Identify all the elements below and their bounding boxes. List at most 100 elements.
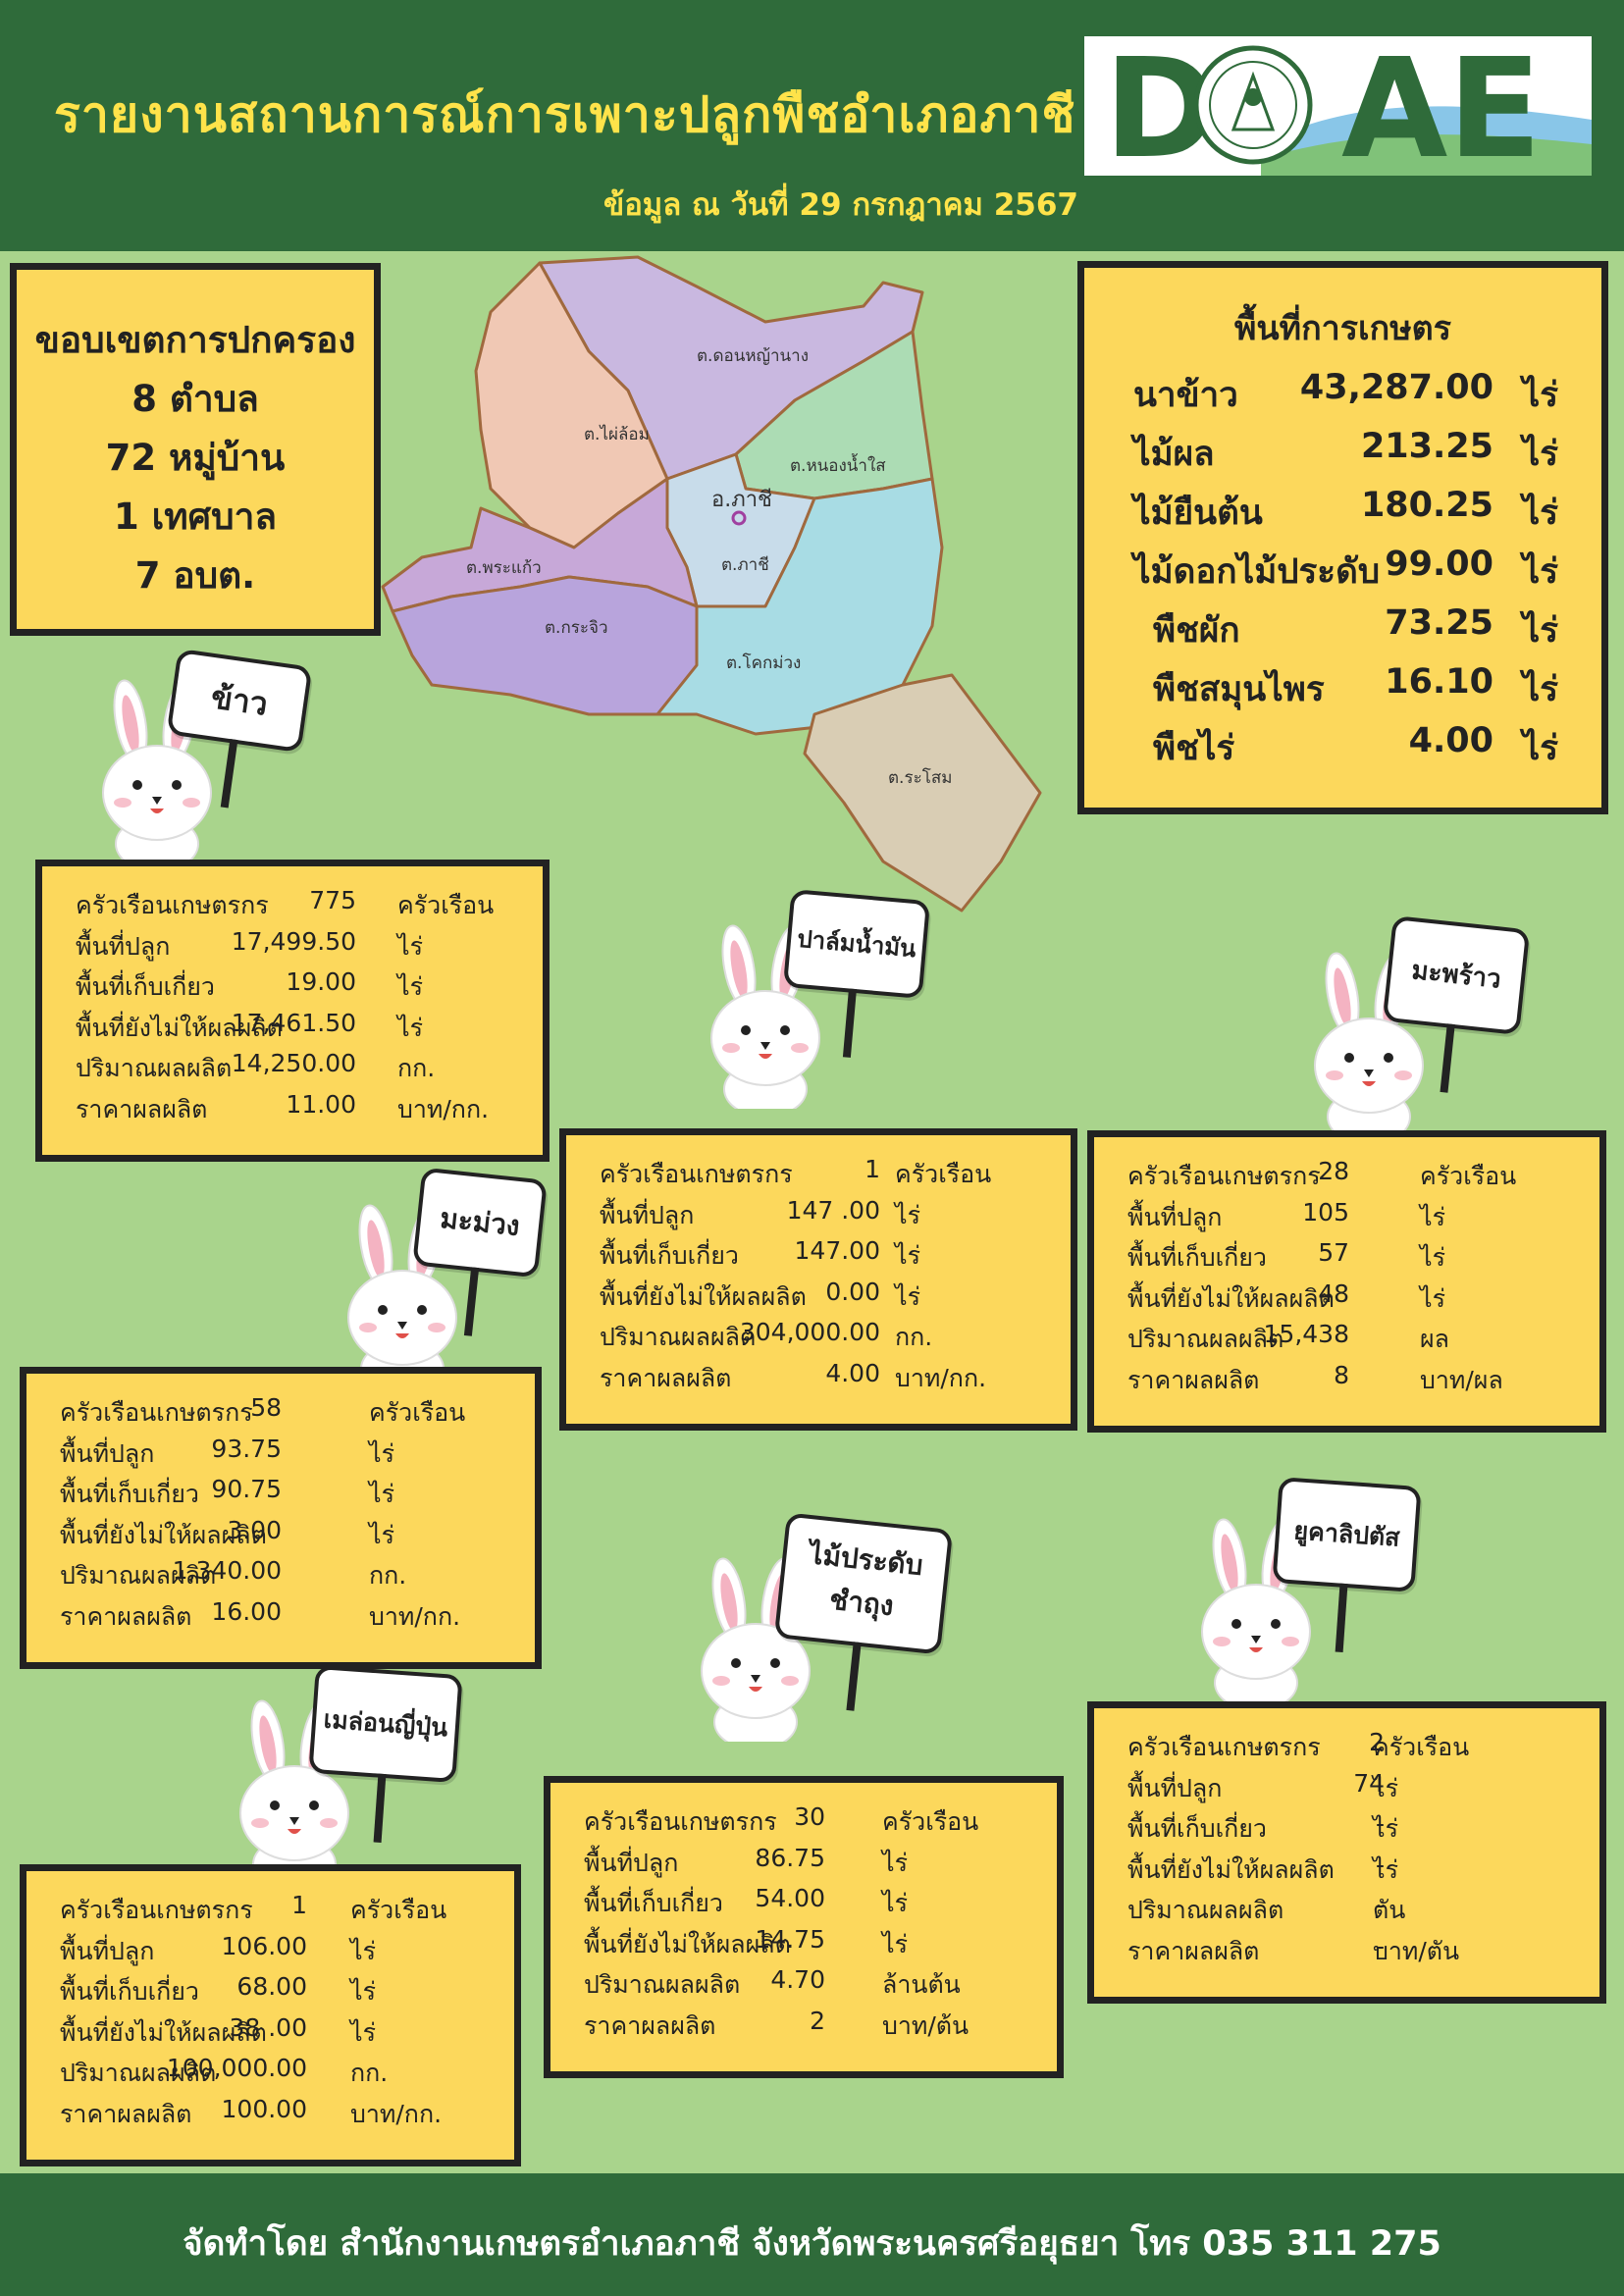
- stat-row: ราคาผลผลิต 11.00 บาท/กก.: [42, 1084, 543, 1125]
- stat-unit: ครัวเรือน: [397, 891, 495, 919]
- stat-row: พื้นที่เก็บเกี่ยว 90.75 ไร่: [26, 1469, 535, 1510]
- stat-value: 28: [1318, 1157, 1349, 1185]
- stat-row: พื้นที่เก็บเกี่ยว 54.00 ไร่: [550, 1878, 1057, 1919]
- map-label-phachi: ต.ภาชี: [721, 555, 769, 575]
- stat-unit: ไร่: [882, 1889, 909, 1917]
- stat-label: พื้นที่เก็บเกี่ยว: [76, 972, 215, 1001]
- stat-label: ปริมาณผลผลิต: [76, 1054, 233, 1082]
- map-label-rasom: ต.ระโสม: [888, 767, 952, 788]
- admin-heading: ขอบเขตการปกครอง: [34, 319, 356, 361]
- sign-eucalyptus-label: ยูคาลิปตัส: [1292, 1516, 1401, 1552]
- stat-unit: ไร่: [1420, 1243, 1446, 1272]
- agri-area-row: พืชผัก 73.25 ไร่: [1084, 594, 1601, 652]
- stat-row: ครัวเรือนเกษตรกร 1 ครัวเรือน: [566, 1149, 1071, 1190]
- stat-label: พื้นที่ยังไม่ให้ผลผลิต: [60, 1520, 267, 1549]
- stats-mango: ครัวเรือนเกษตรกร 58 ครัวเรือน พื้นที่ปลูก 93…: [20, 1367, 542, 1669]
- stat-label: ราคาผลผลิต: [76, 1094, 208, 1123]
- stat-row: ราคาผลผลิต 4.00 บาท/กก.: [566, 1353, 1071, 1394]
- stat-label: ราคาผลผลิต: [600, 1363, 732, 1392]
- stat-unit: ตัน: [1373, 1896, 1406, 1924]
- sign-post: [842, 988, 857, 1058]
- stat-value: 68.00: [236, 1972, 307, 2001]
- stat-label: พื้นที่ยังไม่ให้ผลผลิต: [1127, 1854, 1335, 1884]
- stat-unit: ไร่: [369, 1438, 395, 1468]
- sign-coconut: มะพร้าว: [1382, 914, 1531, 1093]
- agri-area-row: ไม้ผล 213.25 ไร่: [1084, 417, 1601, 476]
- stat-row: ปริมาณผลผลิต 100,000.00 กก.: [26, 2048, 514, 2089]
- stat-row: ปริมาณผลผลิต 14,250.00 กก.: [42, 1043, 543, 1084]
- stat-row: พื้นที่ปลูก 93.75 ไร่: [26, 1429, 535, 1470]
- stat-unit: บาท/กก.: [369, 1601, 461, 1631]
- stat-value: 1: [864, 1155, 880, 1183]
- stat-row: พื้นที่ปลูก 17,499.50 ไร่: [42, 921, 543, 963]
- stat-row: ปริมาณผลผลิต 4.70 ล้านต้น: [550, 1959, 1057, 2001]
- stat-unit: ไร่: [1373, 1854, 1399, 1884]
- stat-label: ปริมาณผลผลิต: [1127, 1896, 1284, 1924]
- stat-row: พื้นที่ปลูก 105 ไร่: [1094, 1192, 1599, 1233]
- stat-unit: กก.: [369, 1561, 407, 1590]
- doae-logo: D AE: [1080, 29, 1596, 189]
- area-crop-name: พืชสมุนไพร: [1153, 670, 1325, 709]
- map-label-phailom: ต.ไผ่ล้อม: [584, 424, 650, 444]
- admin-subdistricts: 8 ตำบล: [131, 378, 259, 420]
- stat-label: พื้นที่ปลูก: [1127, 1202, 1223, 1231]
- stat-label: ราคาผลผลิต: [60, 2099, 192, 2128]
- area-crop-name: ไม้ยืนต้น: [1133, 494, 1263, 533]
- stat-label: พื้นที่เก็บเกี่ยว: [60, 1480, 199, 1508]
- admin-tao: 7 อบต.: [134, 554, 256, 597]
- stat-row: พื้นที่ปลูก 74 ไร่: [1094, 1763, 1599, 1804]
- stat-unit: บาท/ผล: [1420, 1365, 1503, 1394]
- stat-unit: บาท/กก.: [895, 1363, 987, 1392]
- stat-value: 100.00: [221, 2094, 307, 2123]
- stat-unit: กก.: [895, 1323, 933, 1351]
- sign-rice-label: ข้าว: [208, 678, 271, 723]
- stat-value: 2: [810, 2006, 825, 2035]
- bunny-ornamental: [692, 1555, 819, 1750]
- stat-label: พื้นที่ปลูก: [600, 1200, 695, 1229]
- stat-label: ราคาผลผลิต: [584, 2010, 716, 2040]
- area-crop-value: 43,287.00: [1299, 368, 1493, 407]
- stat-row: พื้นที่เก็บเกี่ยว - ไร่: [1094, 1803, 1599, 1845]
- stat-row: พื้นที่ยังไม่ให้ผลผลิต 38 .00 ไร่: [26, 2008, 514, 2049]
- stats-rice: ครัวเรือนเกษตรกร 775 ครัวเรือน พื้นที่ปลูก 1…: [35, 860, 550, 1162]
- stats-melon: ครัวเรือนเกษตรกร 1 ครัวเรือน พื้นที่ปลูก 106…: [20, 1864, 521, 2166]
- stat-unit: บาท/กก.: [350, 2099, 443, 2128]
- stat-value: 16.00: [211, 1596, 282, 1626]
- stat-row: ครัวเรือนเกษตรกร 28 ครัวเรือน: [1094, 1151, 1599, 1192]
- stat-row: ครัวเรือนเกษตรกร 2 ครัวเรือน: [1094, 1722, 1599, 1763]
- stat-value: 0.00: [825, 1277, 880, 1306]
- area-crop-unit: ไร่: [1522, 494, 1558, 533]
- stat-value: 90.75: [211, 1475, 282, 1503]
- sign-melon: เมล่อนญี่ปุ่น: [308, 1664, 463, 1843]
- stat-unit: ไร่: [895, 1241, 921, 1270]
- stat-label: พื้นที่ปลูก: [1127, 1773, 1223, 1802]
- stat-label: พื้นที่เก็บเกี่ยว: [584, 1889, 723, 1917]
- stat-unit: ไร่: [350, 1936, 377, 1965]
- bunny-palm: [702, 922, 829, 1118]
- map-label-prakaew: ต.พระแก้ว: [466, 558, 542, 578]
- footer-banner: จัดทำโดย สำนักงานเกษตรอำเภอภาชี จังหวัดพ…: [0, 2173, 1624, 2296]
- stat-value: 58: [250, 1393, 282, 1422]
- report-date: ข้อมูล ณ วันที่ 29 กรกฎาคม 2567: [603, 187, 1078, 223]
- stat-value: 30: [794, 1802, 825, 1831]
- stat-row: พื้นที่ยังไม่ให้ผลผลิต 3.00 ไร่: [26, 1510, 535, 1551]
- stat-value: 57: [1318, 1238, 1349, 1267]
- stat-row: พื้นที่ปลูก 106.00 ไร่: [26, 1926, 514, 1967]
- stat-value: 14,250.00: [231, 1049, 356, 1077]
- stat-label: ครัวเรือนเกษตรกร: [76, 891, 269, 919]
- area-crop-unit: ไร่: [1522, 435, 1558, 474]
- stat-value: -: [1375, 1809, 1385, 1838]
- stat-label: พื้นที่ยังไม่ให้ผลผลิต: [60, 2017, 267, 2047]
- stat-label: พื้นที่ยังไม่ให้ผลผลิต: [76, 1013, 283, 1042]
- stat-value: -: [1375, 1850, 1385, 1879]
- stat-label: ราคาผลผลิต: [60, 1601, 192, 1631]
- stat-label: พื้นที่ยังไม่ให้ผลผลิต: [1127, 1283, 1335, 1313]
- stat-value: 147.00: [794, 1236, 880, 1265]
- stat-row: ปริมาณผลผลิต 1,340.00 กก.: [26, 1550, 535, 1592]
- stat-label: ราคาผลผลิต: [1127, 1365, 1260, 1394]
- stat-row: พื้นที่เก็บเกี่ยว 19.00 ไร่: [42, 962, 543, 1003]
- stat-unit: ไร่: [1420, 1202, 1446, 1231]
- stat-row: ราคาผลผลิต - บาท/ตัน: [1094, 1926, 1599, 1967]
- agri-area-row: ไม้ดอกไม้ประดับ 99.00 ไร่: [1084, 535, 1601, 594]
- sign-palm: ปาล์มน้ำมัน: [782, 889, 931, 1058]
